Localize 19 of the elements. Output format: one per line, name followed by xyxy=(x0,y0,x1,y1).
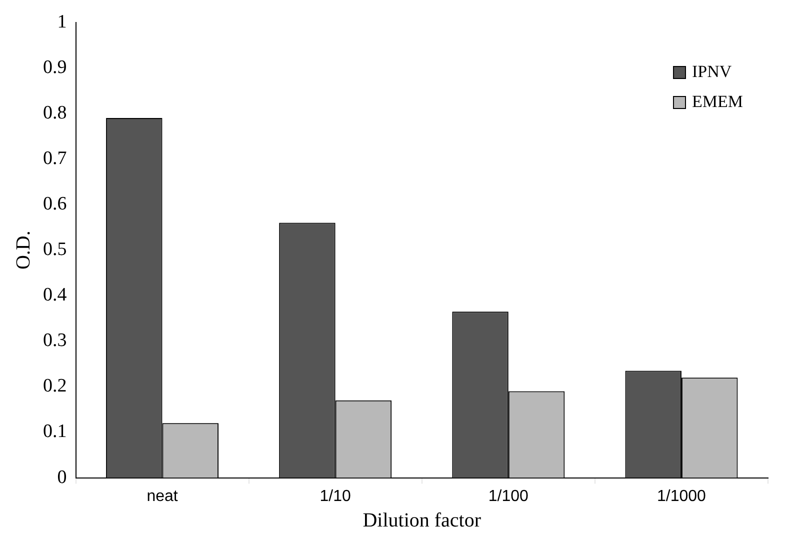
y-tick-label: 0.7 xyxy=(43,148,67,170)
y-tick-label: 0 xyxy=(57,466,67,488)
y-tick-label: 0.4 xyxy=(43,284,68,306)
y-tick-label: 0.2 xyxy=(43,376,67,397)
y-tick-label: 0.5 xyxy=(43,239,67,260)
x-tick-label: 1/100 xyxy=(488,488,529,505)
y-axis-title: O.D. xyxy=(12,230,34,270)
y-tick-label: 0.8 xyxy=(43,102,67,124)
y-tick-label: 1 xyxy=(57,11,67,32)
y-tick-label: 0.6 xyxy=(43,194,67,215)
y-tick-label: 0.1 xyxy=(43,421,67,442)
x-tick-label: 1/10 xyxy=(320,488,352,505)
legend-label: EMEM xyxy=(692,91,743,114)
y-tick-label: 0.3 xyxy=(43,330,67,352)
x-tick-label: 1/1000 xyxy=(657,488,706,505)
x-tick-label: neat xyxy=(146,488,178,505)
legend-label: IPNV xyxy=(692,61,732,84)
y-tick-label: 0.9 xyxy=(43,56,67,78)
x-axis-title: Dilution factor xyxy=(362,509,482,532)
